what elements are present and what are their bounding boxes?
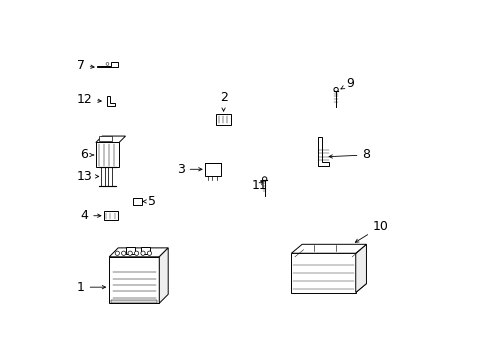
Text: 12: 12 bbox=[76, 93, 101, 106]
Circle shape bbox=[106, 63, 109, 65]
FancyBboxPatch shape bbox=[141, 247, 150, 254]
FancyBboxPatch shape bbox=[96, 143, 119, 167]
Circle shape bbox=[141, 251, 145, 255]
Text: 10: 10 bbox=[355, 220, 389, 242]
FancyBboxPatch shape bbox=[99, 136, 112, 141]
Text: 7: 7 bbox=[76, 59, 94, 72]
Polygon shape bbox=[109, 248, 168, 257]
Polygon shape bbox=[292, 244, 367, 253]
Text: 1: 1 bbox=[77, 281, 105, 294]
Text: 5: 5 bbox=[143, 195, 156, 208]
Circle shape bbox=[128, 251, 132, 255]
Polygon shape bbox=[107, 96, 115, 106]
Circle shape bbox=[147, 251, 151, 255]
Text: 9: 9 bbox=[341, 77, 354, 90]
Polygon shape bbox=[96, 136, 125, 143]
Polygon shape bbox=[97, 62, 118, 67]
Circle shape bbox=[134, 251, 139, 255]
Text: 8: 8 bbox=[329, 148, 370, 162]
Circle shape bbox=[115, 251, 120, 255]
FancyBboxPatch shape bbox=[109, 257, 159, 303]
Circle shape bbox=[122, 251, 126, 255]
Circle shape bbox=[334, 87, 338, 92]
FancyBboxPatch shape bbox=[217, 114, 231, 125]
Text: 13: 13 bbox=[76, 170, 98, 183]
Polygon shape bbox=[292, 284, 367, 293]
Circle shape bbox=[263, 177, 267, 181]
FancyBboxPatch shape bbox=[133, 198, 142, 205]
Text: 2: 2 bbox=[220, 91, 227, 111]
FancyBboxPatch shape bbox=[111, 300, 157, 303]
Polygon shape bbox=[292, 253, 356, 293]
Text: 3: 3 bbox=[177, 163, 202, 176]
Polygon shape bbox=[159, 248, 168, 303]
Text: 6: 6 bbox=[80, 148, 94, 162]
FancyBboxPatch shape bbox=[205, 163, 221, 176]
Polygon shape bbox=[356, 244, 367, 293]
Text: 11: 11 bbox=[251, 179, 267, 192]
Text: 4: 4 bbox=[80, 209, 101, 222]
FancyBboxPatch shape bbox=[126, 247, 135, 254]
FancyBboxPatch shape bbox=[104, 211, 118, 220]
Polygon shape bbox=[318, 137, 329, 166]
